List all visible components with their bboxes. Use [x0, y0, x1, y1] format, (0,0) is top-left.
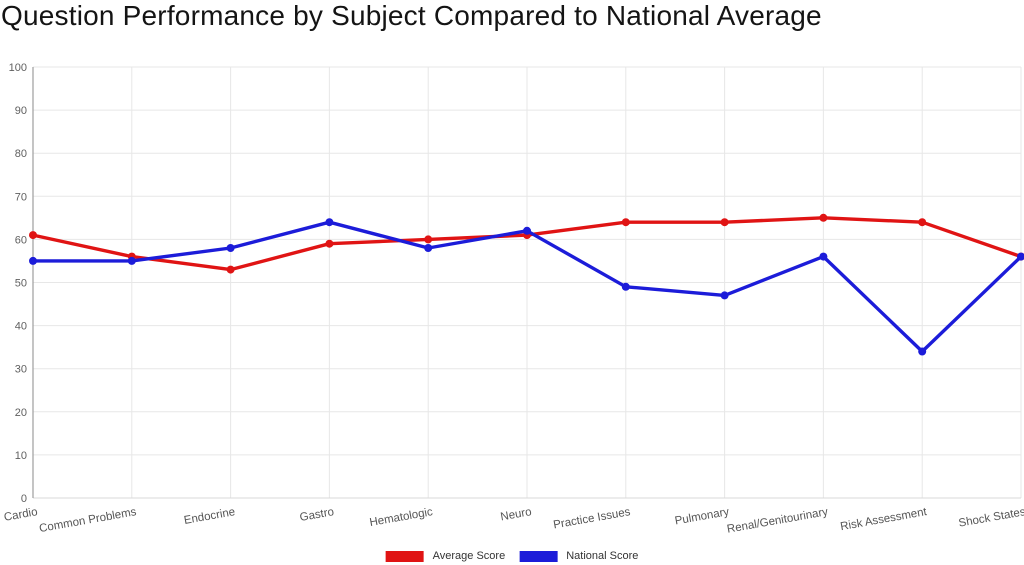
average-score-point[interactable]	[226, 265, 235, 274]
x-tick-label: Practice Issues	[552, 506, 631, 531]
national-score-swatch	[519, 550, 558, 562]
y-tick-label: 40	[15, 321, 27, 333]
x-tick-label: Pulmonary	[674, 506, 730, 527]
y-tick-label: 0	[21, 493, 27, 505]
chart-legend: Average Score National Score	[385, 550, 638, 562]
average-score-point[interactable]	[918, 218, 927, 227]
x-tick-label: Risk Assessment	[839, 506, 928, 533]
national-score-point[interactable]	[29, 256, 37, 265]
y-tick-label: 100	[9, 62, 27, 74]
y-tick-label: 70	[15, 191, 27, 203]
national-score-point[interactable]	[226, 244, 235, 252]
x-tick-label: Shock States	[958, 506, 1024, 530]
y-tick-label: 90	[15, 105, 27, 117]
chart-title: Question Performance by Subject Compared…	[1, 0, 822, 31]
x-tick-label: Common Problems	[38, 506, 137, 535]
average-score-swatch	[385, 550, 424, 562]
national-score-point[interactable]	[621, 282, 630, 291]
y-tick-label: 20	[15, 407, 27, 419]
legend-label-average-score: Average Score	[432, 550, 506, 562]
national-score-point[interactable]	[1017, 252, 1024, 261]
y-tick-label: 60	[15, 234, 27, 246]
national-score-point[interactable]	[523, 226, 531, 235]
average-score-point[interactable]	[424, 235, 433, 244]
average-score-point[interactable]	[29, 231, 37, 240]
x-tick-label: Cardio	[3, 506, 38, 524]
x-tick-label: Endocrine	[183, 506, 236, 527]
national-score-point[interactable]	[918, 347, 927, 356]
legend-item-average-score[interactable]: Average Score	[385, 550, 506, 562]
x-tick-label: Hematologic	[369, 506, 434, 529]
national-score-point[interactable]	[720, 291, 729, 300]
x-tick-label: Gastro	[299, 506, 335, 524]
legend-item-national-score[interactable]: National Score	[519, 550, 638, 562]
y-tick-label: 80	[15, 148, 27, 160]
average-score-point[interactable]	[325, 239, 334, 248]
average-score-point[interactable]	[720, 218, 729, 227]
average-score-point[interactable]	[819, 213, 828, 222]
national-score-point[interactable]	[819, 252, 828, 261]
national-score-point[interactable]	[127, 256, 136, 265]
x-tick-label: Neuro	[500, 506, 533, 523]
y-tick-label: 30	[15, 364, 27, 376]
x-tick-label: Renal/Genitourinary	[726, 506, 829, 536]
legend-label-national-score: National Score	[566, 550, 639, 562]
average-score-point[interactable]	[621, 218, 630, 227]
national-score-point[interactable]	[424, 244, 433, 252]
y-tick-label: 50	[15, 278, 27, 290]
y-tick-label: 10	[15, 450, 27, 462]
national-score-point[interactable]	[325, 218, 334, 227]
